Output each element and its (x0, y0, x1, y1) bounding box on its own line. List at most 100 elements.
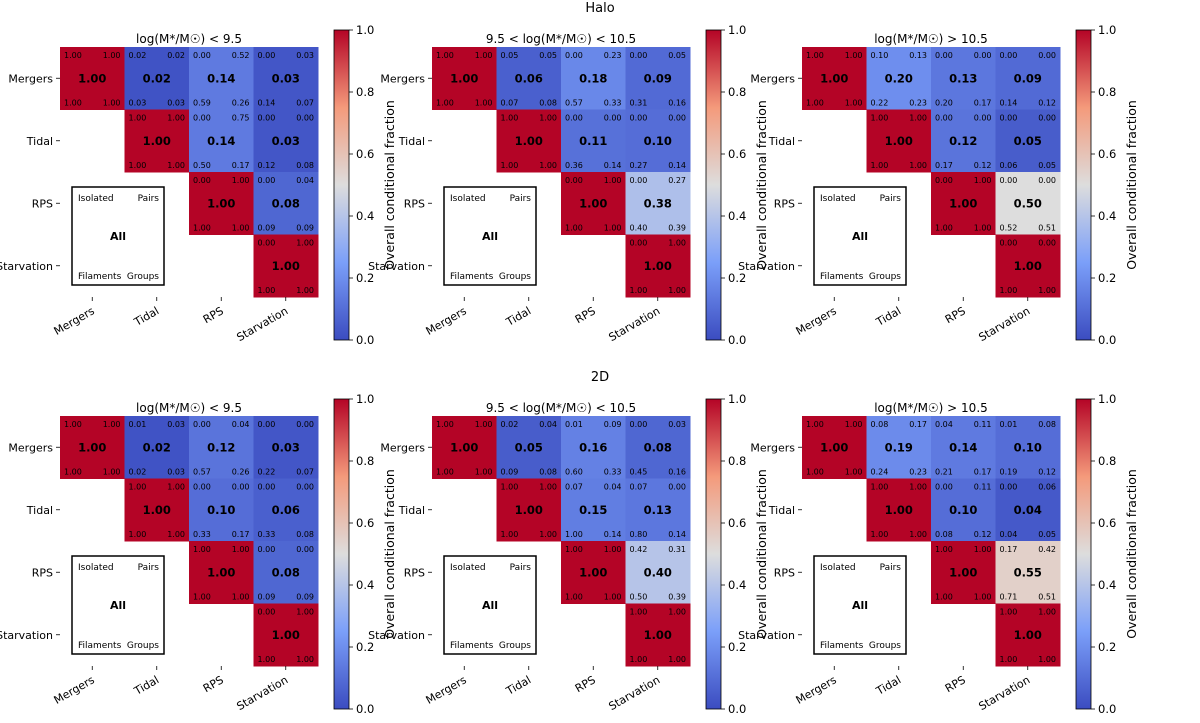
cell-groups-value: 1.00 (539, 530, 557, 539)
cell-value: 0.19 (885, 440, 913, 454)
cell-pairs-value: 1.00 (909, 483, 927, 492)
heatmap-cell (802, 416, 867, 479)
cell-isolated-value: 0.00 (258, 483, 276, 492)
legend-pairs: Pairs (880, 563, 902, 573)
cell-filaments-value: 1.00 (871, 161, 889, 170)
cell-value: 0.38 (644, 196, 672, 210)
cell-value: 1.00 (78, 71, 106, 85)
cell-groups-value: 0.26 (232, 99, 250, 108)
cell-groups-value: 0.14 (604, 530, 622, 539)
cell-filaments-value: 0.52 (1000, 224, 1018, 233)
cell-filaments-value: 0.50 (193, 161, 211, 170)
heatmap-cell (496, 47, 562, 110)
legend-pairs: Pairs (510, 194, 532, 204)
y-tick-label: Tidal (768, 504, 795, 517)
panel-title: log(M*/M☉) > 10.5 (874, 401, 988, 415)
cell-pairs-value: 1.00 (974, 176, 992, 185)
heatmap-cell (496, 109, 562, 173)
colorbar-gradient (1075, 29, 1092, 341)
cell-pairs-value: 1.00 (539, 114, 557, 123)
colorbar-label: Overall conditional fraction (754, 469, 769, 639)
legend-frame (813, 186, 907, 286)
heatmap-cell (625, 234, 691, 298)
cell-groups-value: 0.03 (167, 468, 185, 477)
cell-isolated-value: 0.00 (1000, 176, 1018, 185)
cell-pairs-value: 1.00 (974, 545, 992, 554)
cell-filaments-value: 1.00 (630, 286, 648, 295)
cell-value: 0.55 (1014, 565, 1042, 579)
heatmap-cell (189, 47, 254, 110)
colorbar-label: Overall conditional fraction (754, 100, 769, 270)
legend-frame (443, 555, 537, 655)
cell-isolated-value: 0.01 (565, 420, 583, 429)
cell-groups-value: 0.03 (167, 99, 185, 108)
colorbar-tick-label: 1.0 (728, 392, 746, 406)
heatmap-cell (189, 109, 254, 173)
heatmap-cell (866, 478, 932, 542)
y-tick-label: RPS (774, 566, 795, 579)
x-tick-label: Starvation (234, 673, 290, 713)
cell-pairs-value: 0.13 (909, 51, 927, 60)
heatmap-cell (931, 478, 996, 542)
cell-groups-value: 0.16 (668, 468, 686, 477)
cell-filaments-value: 0.24 (871, 468, 889, 477)
heatmap-cell (625, 416, 691, 479)
heatmap-panel: log(M*/M☉) < 9.5 1.00 1.00 1.00 1.00 1.00 0.02… (0, 23, 397, 347)
cell-filaments-value: 1.00 (64, 99, 82, 108)
cell-pairs-value: 0.11 (974, 483, 992, 492)
cell-groups-value: 0.17 (232, 530, 250, 539)
cell-filaments-value: 0.09 (258, 593, 276, 602)
cell-filaments-value: 1.00 (129, 530, 147, 539)
cell-filaments-value: 0.12 (258, 161, 276, 170)
cell-groups-value: 1.00 (909, 161, 927, 170)
cell-pairs-value: 0.00 (232, 483, 250, 492)
y-tick-label: Tidal (768, 135, 795, 148)
cell-isolated-value: 1.00 (129, 114, 147, 123)
cell-value: 0.10 (644, 134, 672, 148)
legend-groups: Groups (869, 272, 901, 282)
cell-filaments-value: 0.27 (630, 161, 648, 170)
cell-isolated-value: 0.00 (935, 483, 953, 492)
cell-groups-value: 1.00 (974, 593, 992, 602)
cell-filaments-value: 1.00 (64, 468, 82, 477)
cell-value: 1.00 (949, 565, 977, 579)
heatmap-cell (625, 603, 691, 667)
cell-groups-value: 1.00 (475, 99, 493, 108)
y-tick-label: Mergers (750, 441, 795, 454)
cell-filaments-value: 0.59 (193, 99, 211, 108)
cell-groups-value: 0.09 (296, 224, 314, 233)
heatmap-cell (995, 234, 1061, 298)
cell-pairs-value: 1.00 (103, 420, 121, 429)
cell-pairs-value: 1.00 (604, 176, 622, 185)
cell-groups-value: 0.33 (604, 99, 622, 108)
cell-value: 1.00 (207, 565, 235, 579)
legend-pairs: Pairs (880, 194, 902, 204)
cell-value: 0.10 (1014, 440, 1042, 454)
cell-isolated-value: 0.00 (258, 420, 276, 429)
cell-isolated-value: 0.02 (501, 420, 519, 429)
cell-groups-value: 1.00 (296, 286, 314, 295)
cell-filaments-value: 0.17 (935, 161, 953, 170)
legend-isolated: Isolated (450, 194, 486, 204)
cell-value: 1.00 (1014, 628, 1042, 642)
cell-pairs-value: 0.75 (232, 114, 250, 123)
heatmap-cell (253, 234, 319, 298)
legend-all: All (110, 599, 126, 612)
cell-pairs-value: 0.08 (1038, 420, 1056, 429)
cell-value: 0.03 (272, 71, 300, 85)
cell-value: 0.02 (143, 440, 171, 454)
heatmap-cell (931, 47, 996, 110)
heatmap-cell (124, 478, 190, 542)
cell-groups-value: 0.08 (296, 161, 314, 170)
colorbar-tick-label: 0.8 (356, 85, 374, 99)
row-title-2d: 2D (591, 370, 609, 385)
cell-pairs-value: 0.52 (232, 51, 250, 60)
cell-pairs-value: 1.00 (296, 608, 314, 617)
legend-frame (443, 186, 537, 286)
y-tick-label: Mergers (8, 441, 53, 454)
cell-isolated-value: 1.00 (630, 608, 648, 617)
heatmap-cell (189, 478, 254, 542)
cell-filaments-value: 1.00 (565, 593, 583, 602)
cell-value: 0.13 (644, 503, 672, 517)
cell-filaments-value: 1.00 (436, 99, 454, 108)
